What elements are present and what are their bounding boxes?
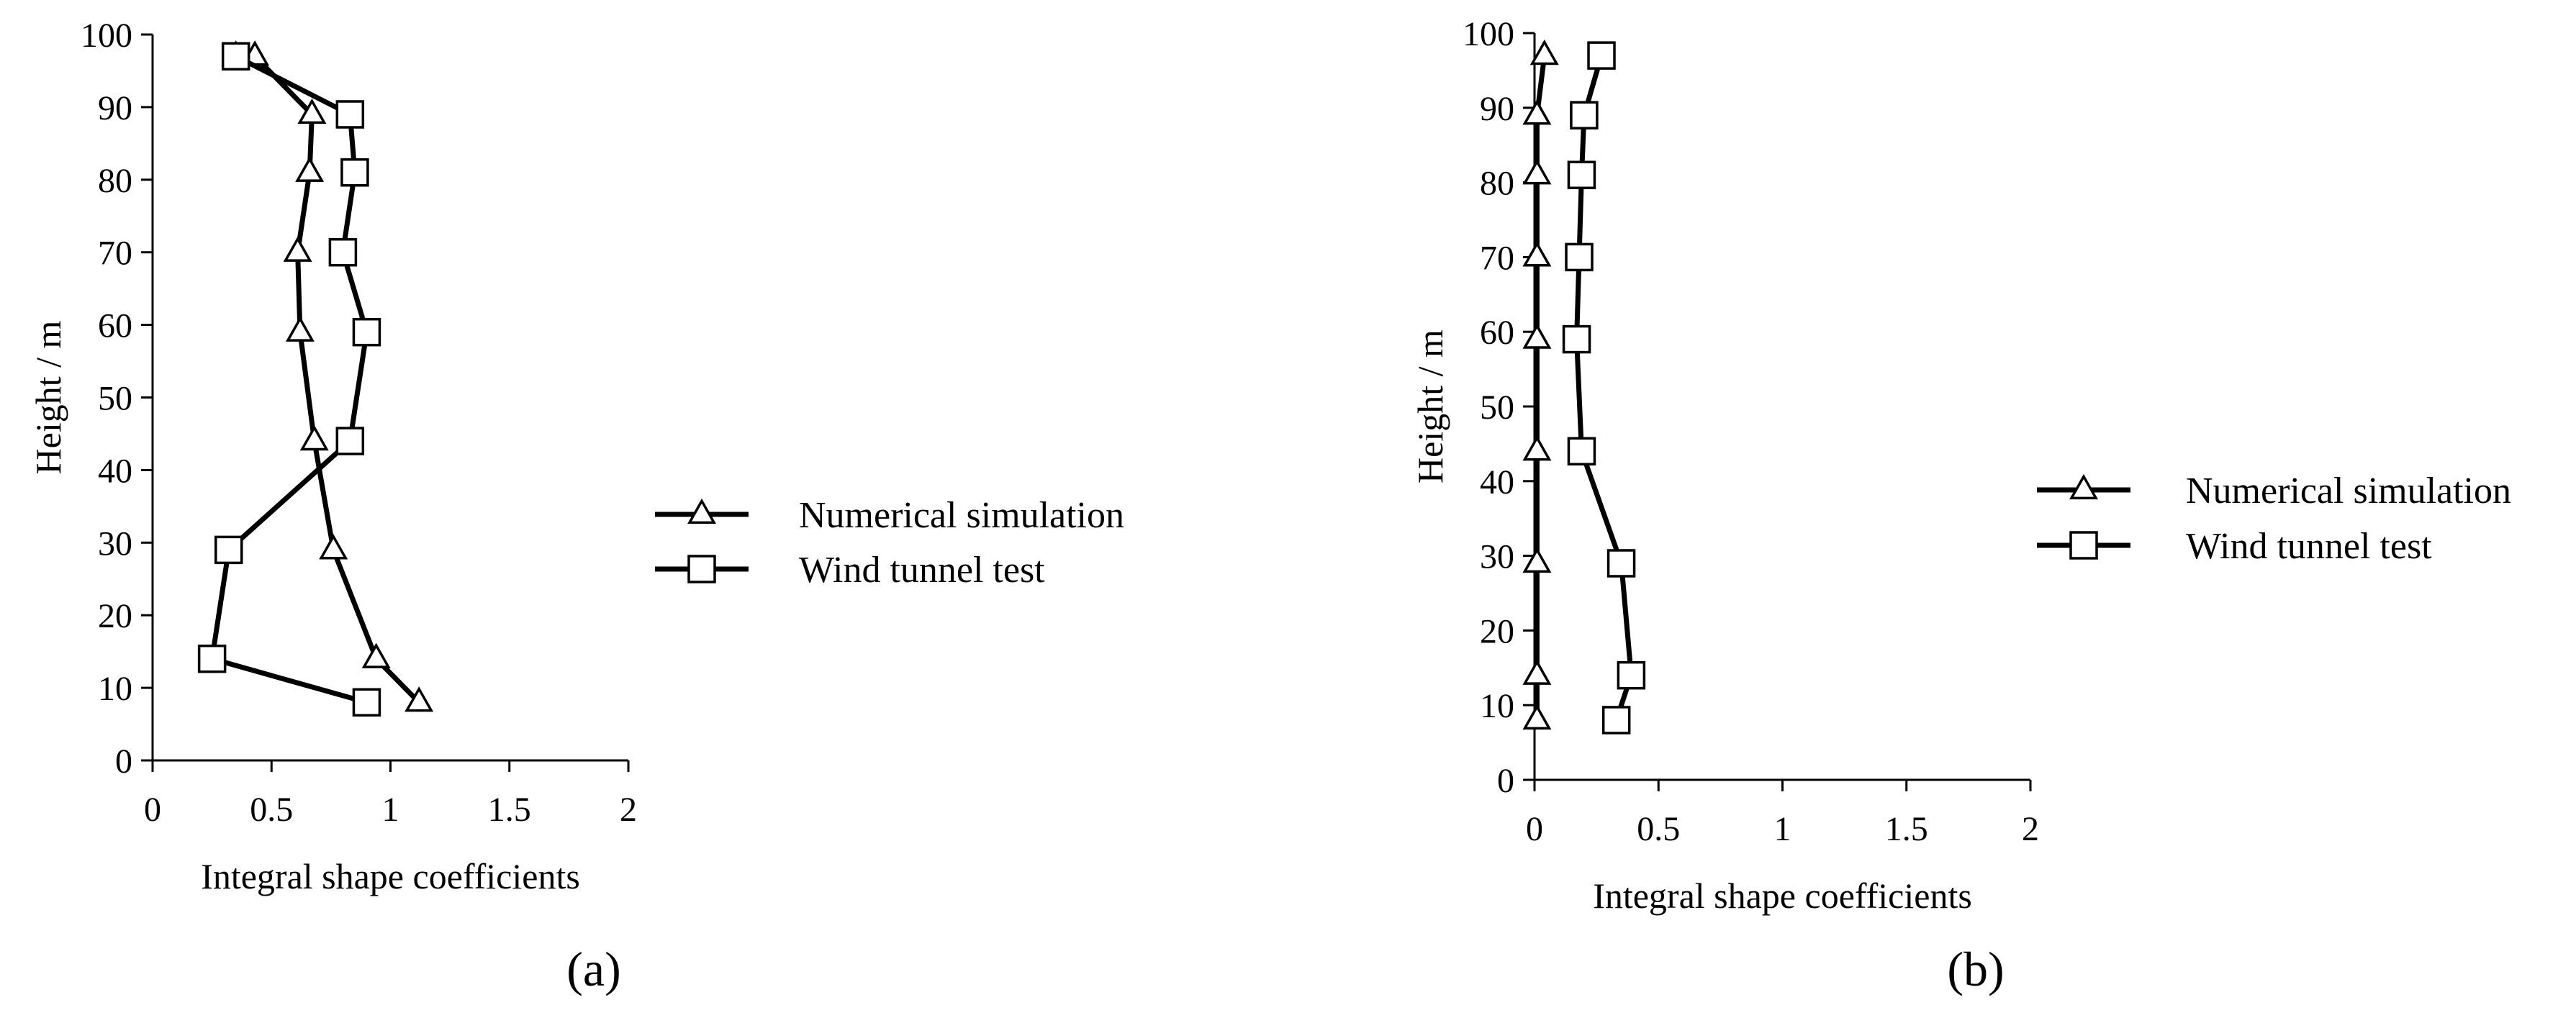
y-tick-label: 50 [1480, 388, 1514, 427]
data-point-square [1601, 706, 1631, 735]
x-tick-label: 2 [2022, 810, 2039, 848]
y-tick-label: 100 [81, 17, 132, 55]
y-tick-label: 30 [1480, 538, 1514, 576]
legend-marker-triangle [2069, 473, 2099, 500]
y-tick-label: 20 [98, 597, 132, 635]
data-point-square [197, 644, 227, 673]
legend-label: Wind tunnel test [2186, 526, 2432, 567]
data-point-square [1565, 242, 1594, 272]
data-point-triangle [1522, 241, 1552, 267]
data-point-triangle [405, 686, 434, 712]
y-tick-label: 50 [98, 380, 132, 418]
data-point-square [1587, 41, 1616, 70]
y-tick-label: 80 [1480, 165, 1514, 203]
legend-label: Wind tunnel test [799, 550, 1045, 591]
data-point-square [335, 100, 365, 129]
series-line-square [1574, 55, 1634, 722]
x-axis-title: Integral shape coefficients [201, 856, 580, 896]
x-tick-label: 1.5 [1885, 810, 1928, 848]
data-point-square [1567, 437, 1596, 466]
data-point-triangle [1522, 435, 1552, 461]
data-point-square [214, 535, 243, 565]
y-tick-label: 90 [1480, 90, 1514, 128]
data-point-triangle [1522, 159, 1552, 185]
data-point-triangle [295, 156, 325, 182]
y-tick-label: 40 [1480, 463, 1514, 501]
data-point-triangle [319, 534, 348, 560]
data-point-square [352, 688, 381, 717]
legend-marker-square [2069, 531, 2098, 560]
y-tick-label: 60 [98, 307, 132, 345]
y-tick-label: 10 [98, 670, 132, 708]
chart-panel-a: 0 10 20 30 40 50 60 70 80 90 100 0 0.5 1 1.5 2 Integral … [28, 17, 1124, 996]
data-point-square [340, 158, 369, 187]
data-point-square [1606, 549, 1636, 578]
data-point-triangle [283, 236, 312, 262]
data-point-triangle [1522, 659, 1552, 685]
data-point-triangle [1522, 547, 1552, 573]
y-tick-label: 100 [1463, 15, 1514, 53]
panel-label: (b) [1947, 942, 2004, 996]
x-tick-label: 0 [144, 791, 161, 829]
data-point-triangle [285, 316, 315, 342]
data-point-square [1570, 101, 1599, 129]
data-point-triangle [1522, 323, 1552, 349]
data-point-triangle [1522, 99, 1552, 125]
data-point-square [1567, 160, 1596, 189]
y-tick-label: 40 [98, 452, 132, 490]
data-point-square [328, 237, 358, 267]
data-point-square [1562, 324, 1591, 354]
y-tick-label: 30 [98, 524, 132, 563]
y-tick-label: 90 [98, 89, 132, 127]
x-tick-label: 1 [382, 791, 399, 829]
legend-label: Numerical simulation [2186, 470, 2511, 512]
data-point-square [335, 427, 365, 455]
x-tick-label: 0 [1526, 810, 1543, 848]
x-tick-label: 1.5 [488, 791, 531, 829]
series-line-triangle [235, 53, 421, 704]
data-point-triangle [1529, 39, 1559, 65]
y-tick-label: 80 [98, 162, 132, 200]
x-axis-title: Integral shape coefficients [1593, 876, 1972, 916]
x-tick-label: 1 [1774, 810, 1791, 848]
data-point-triangle [297, 98, 327, 124]
data-point-square [352, 317, 381, 347]
data-point-triangle [361, 642, 391, 668]
y-axis-title: Height / m [28, 320, 68, 474]
x-tick-label: 0.5 [250, 791, 293, 829]
data-point-square [1617, 660, 1646, 690]
legend-marker-square [687, 555, 716, 583]
data-point-square [221, 42, 250, 71]
y-tick-label: 0 [115, 742, 132, 781]
legend-label: Numerical simulation [799, 495, 1124, 536]
y-axis-title: Height / m [1410, 329, 1450, 483]
y-tick-label: 60 [1480, 314, 1514, 352]
data-point-triangle [1522, 704, 1552, 730]
y-tick-label: 20 [1480, 612, 1514, 650]
y-tick-label: 10 [1480, 687, 1514, 725]
legend-marker-triangle [687, 498, 717, 524]
panel-label: (a) [566, 942, 620, 996]
series-line-square [209, 54, 369, 705]
data-point-triangle [299, 424, 329, 451]
x-tick-label: 2 [620, 791, 637, 829]
chart-panel-b: 0 10 20 30 40 50 60 70 80 90 100 0 0.5 1 1.5 2 Integral … [1410, 15, 2511, 996]
y-tick-label: 0 [1497, 762, 1514, 800]
y-tick-label: 70 [1480, 239, 1514, 277]
x-tick-label: 0.5 [1637, 810, 1680, 848]
series-line-triangle [1534, 55, 1547, 720]
y-tick-label: 70 [98, 235, 132, 273]
